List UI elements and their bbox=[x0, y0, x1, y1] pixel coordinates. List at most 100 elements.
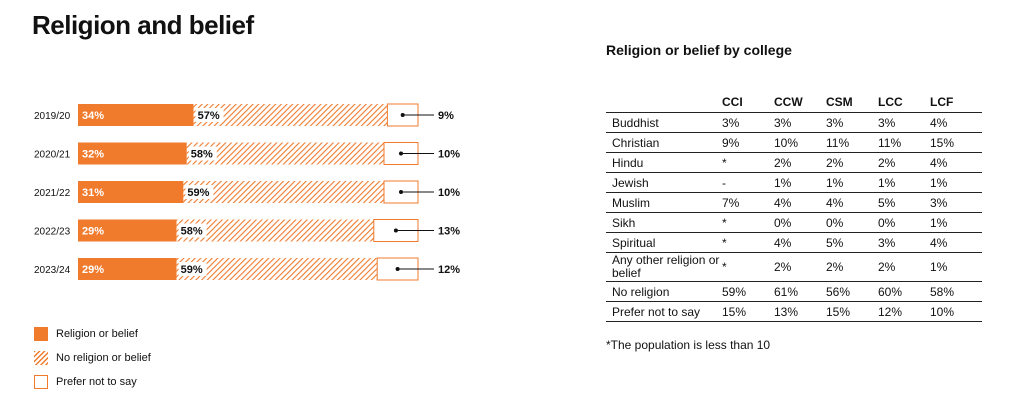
bar-segment bbox=[78, 258, 177, 280]
table-cell: 3% bbox=[878, 232, 930, 253]
table-cell: 3% bbox=[878, 112, 930, 133]
table-cell: 4% bbox=[930, 112, 982, 133]
table-cell: 9% bbox=[722, 132, 774, 153]
table-header-row: CCI CCW CSM LCC LCF bbox=[606, 92, 982, 113]
legend-label: No religion or belief bbox=[56, 352, 151, 364]
table-cell: * bbox=[722, 232, 774, 253]
table-cell: 0% bbox=[878, 212, 930, 233]
category-label: 2020/21 bbox=[34, 150, 71, 161]
table-cell: 56% bbox=[826, 281, 878, 302]
legend-swatch-solid bbox=[34, 327, 48, 341]
data-label: 32% bbox=[82, 149, 104, 161]
column-header: LCF bbox=[930, 95, 954, 109]
table-title: Religion or belief by college bbox=[606, 42, 792, 58]
table-row: Any other religion or belief * 2% 2% 2% 1% bbox=[606, 252, 982, 282]
table-cell: 10% bbox=[930, 301, 982, 322]
table-cell: 61% bbox=[774, 281, 826, 302]
bar-segment bbox=[183, 181, 384, 203]
table-cell: 2% bbox=[878, 152, 930, 173]
table-row: Prefer not to say 15% 13% 15% 12% 10% bbox=[606, 301, 982, 322]
column-header: CCI bbox=[722, 95, 743, 109]
row-label: Spiritual bbox=[606, 232, 722, 253]
table-cell: 3% bbox=[930, 192, 982, 213]
legend-item-religion: Religion or belief bbox=[34, 322, 151, 346]
data-label: 29% bbox=[82, 264, 104, 276]
legend-label: Prefer not to say bbox=[56, 376, 137, 388]
table-row: Christian 9% 10% 11% 11% 15% bbox=[606, 132, 982, 153]
data-label: 34% bbox=[82, 110, 104, 122]
bar-segment bbox=[78, 142, 187, 165]
table-cell: 1% bbox=[930, 212, 982, 233]
data-label: 59% bbox=[181, 264, 203, 276]
bar-segment bbox=[176, 219, 374, 242]
table-cell: 2% bbox=[826, 252, 878, 282]
column-header: LCC bbox=[878, 95, 903, 109]
bar-segment bbox=[78, 219, 177, 242]
table-row: Sikh * 0% 0% 0% 1% bbox=[606, 212, 982, 233]
table-cell: 58% bbox=[930, 281, 982, 302]
category-label: 2019/20 bbox=[34, 111, 71, 122]
data-label-background bbox=[185, 185, 214, 199]
data-label: 58% bbox=[181, 226, 203, 238]
row-label: Buddhist bbox=[606, 112, 722, 133]
table-header-blank bbox=[606, 92, 722, 113]
table-cell: 4% bbox=[930, 152, 982, 173]
legend-label: Religion or belief bbox=[56, 328, 138, 340]
table-cell: 15% bbox=[826, 301, 878, 322]
data-label: 57% bbox=[198, 110, 220, 122]
table-cell: 11% bbox=[878, 132, 930, 153]
table-cell: * bbox=[722, 152, 774, 173]
table-cell: 15% bbox=[930, 132, 982, 153]
row-label: Any other religion or belief bbox=[606, 252, 722, 282]
data-label-background bbox=[178, 262, 207, 276]
table-cell: 2% bbox=[774, 152, 826, 173]
table-cell: 59% bbox=[722, 281, 774, 302]
bar-segment bbox=[78, 104, 194, 126]
data-label: 31% bbox=[82, 187, 104, 199]
category-label: 2022/23 bbox=[34, 227, 71, 238]
legend-swatch-hatched bbox=[34, 351, 48, 365]
table-cell: 1% bbox=[878, 172, 930, 193]
bar-segment bbox=[78, 181, 184, 203]
table-cell: 4% bbox=[930, 232, 982, 253]
row-label: No religion bbox=[606, 281, 722, 302]
table-footnote: *The population is less than 10 bbox=[606, 338, 771, 352]
bar-segment bbox=[186, 142, 384, 165]
table-cell: 0% bbox=[826, 212, 878, 233]
bar-segment bbox=[193, 104, 388, 126]
data-label: 10% bbox=[438, 149, 460, 161]
row-label: Christian bbox=[606, 132, 722, 153]
table-cell: 2% bbox=[774, 252, 826, 282]
row-label: Sikh bbox=[606, 212, 722, 233]
legend-item-no-religion: No religion or belief bbox=[34, 346, 151, 370]
table-cell: 2% bbox=[826, 152, 878, 173]
row-label: Jewish bbox=[606, 172, 722, 193]
table-cell: 1% bbox=[930, 172, 982, 193]
data-label: 12% bbox=[438, 264, 460, 276]
data-label-background bbox=[178, 223, 207, 238]
table-cell: 5% bbox=[826, 232, 878, 253]
data-label: 10% bbox=[438, 187, 460, 199]
table-cell: * bbox=[722, 252, 774, 282]
chart-legend: Religion or belief No religion or belief… bbox=[34, 322, 151, 394]
legend-swatch-outline bbox=[34, 375, 48, 389]
data-label: 59% bbox=[187, 187, 209, 199]
data-label-background bbox=[188, 146, 217, 161]
table-cell: 1% bbox=[930, 252, 982, 282]
table-cell: 1% bbox=[826, 172, 878, 193]
table-row: Buddhist 3% 3% 3% 3% 4% bbox=[606, 112, 982, 133]
table-cell: 3% bbox=[722, 112, 774, 133]
table-cell: 13% bbox=[774, 301, 826, 322]
college-table: CCI CCW CSM LCC LCF Buddhist 3% 3% 3% 3% 4% Ch… bbox=[606, 92, 982, 322]
table-cell: 3% bbox=[774, 112, 826, 133]
table-cell: * bbox=[722, 212, 774, 233]
table-cell: 12% bbox=[878, 301, 930, 322]
table-cell: 1% bbox=[774, 172, 826, 193]
table-cell: 0% bbox=[774, 212, 826, 233]
table-cell: 4% bbox=[826, 192, 878, 213]
table-cell: 5% bbox=[878, 192, 930, 213]
row-label: Prefer not to say bbox=[606, 301, 722, 322]
data-label: 29% bbox=[82, 226, 104, 238]
table-cell: 4% bbox=[774, 232, 826, 253]
table-row: Hindu * 2% 2% 2% 4% bbox=[606, 152, 982, 173]
